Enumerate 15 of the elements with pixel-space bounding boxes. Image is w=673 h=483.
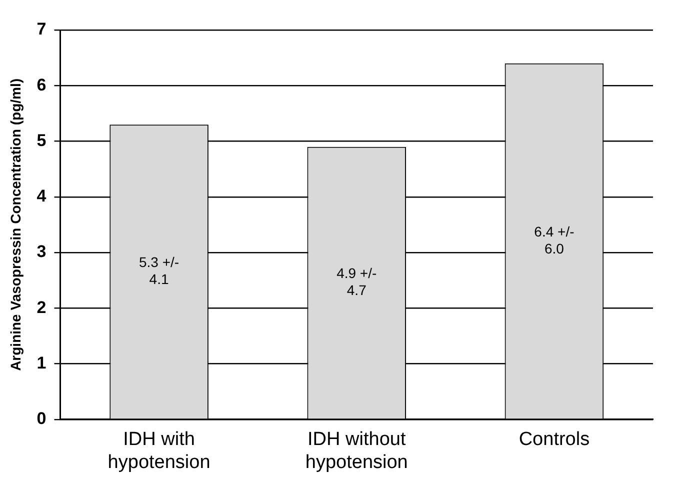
data-label: 4.9 +/- 4.7: [336, 265, 377, 298]
y-tick-label: 1: [36, 353, 46, 372]
y-tick-label: 4: [36, 186, 47, 206]
y-tick-label: 6: [36, 75, 46, 94]
y-axis-title: Arginine Vasopressin Concentration (pg/ml): [7, 78, 24, 371]
x-tick-label: IDH without hypotension: [305, 429, 408, 473]
y-tick-label: 0: [36, 409, 46, 428]
y-tick-label: 3: [36, 242, 46, 262]
y-tick-label: 7: [36, 20, 46, 39]
x-tick-label: Controls: [518, 429, 590, 450]
data-label: 6.4 +/- 6.0: [534, 223, 575, 256]
data-label: 5.3 +/- 4.1: [139, 254, 180, 288]
y-tick-label: 5: [36, 130, 46, 150]
y-tick-label: 2: [36, 298, 46, 317]
x-tick-label: IDH with hypotension: [108, 429, 210, 473]
